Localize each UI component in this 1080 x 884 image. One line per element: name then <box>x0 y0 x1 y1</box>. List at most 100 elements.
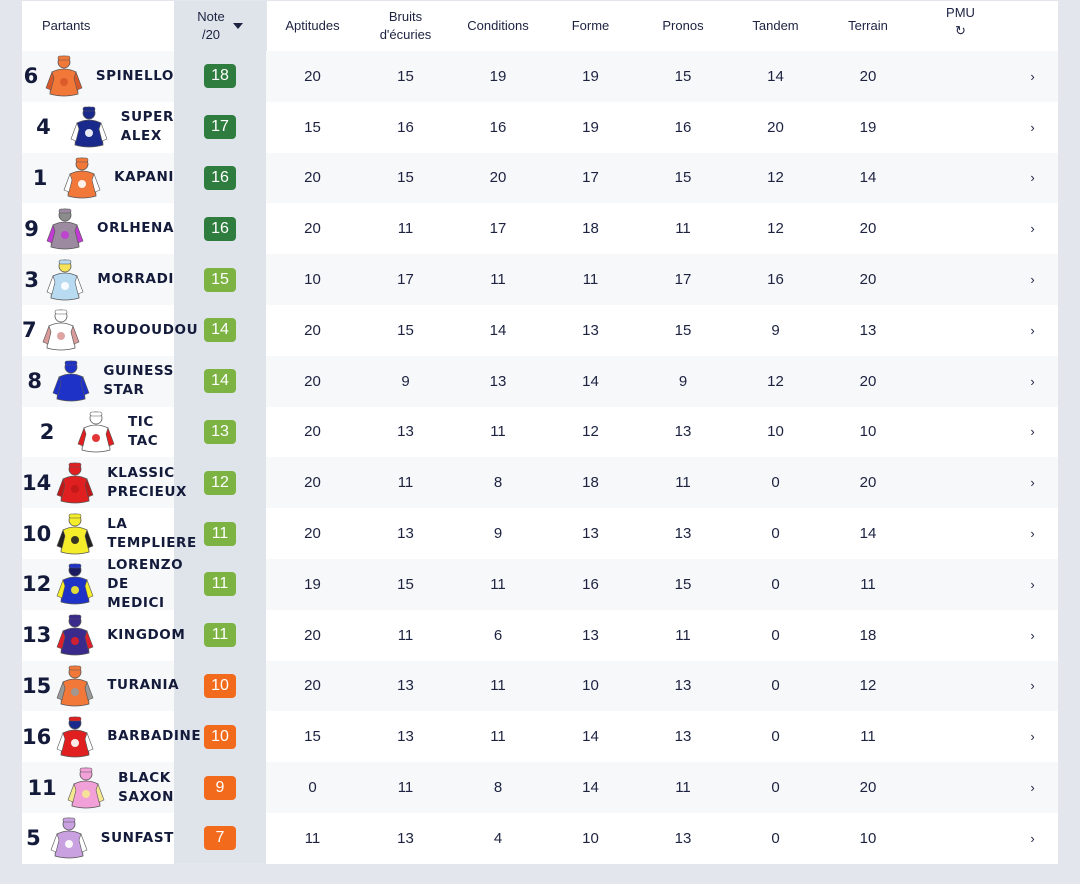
horse-name[interactable]: BARBADINE <box>107 728 202 745</box>
row-detail-arrow[interactable]: › <box>1007 508 1058 559</box>
horse-name[interactable]: LORENZO DE MEDICI <box>107 556 184 611</box>
table-row[interactable]: 4 SUPER ALEX 17 15 16 16 19 16 20 19 › <box>22 101 1058 153</box>
header-note-line2: /20 <box>201 27 221 42</box>
table-row[interactable]: 6 SPINELLO 18 20 15 19 19 15 14 20 › <box>22 51 1058 102</box>
row-detail-arrow[interactable]: › <box>1007 762 1058 813</box>
chevron-right-icon[interactable]: › <box>1030 119 1035 135</box>
header-pronos[interactable]: Pronos <box>662 18 704 33</box>
sort-desc-icon[interactable] <box>232 23 243 29</box>
chevron-right-icon[interactable]: › <box>1030 475 1035 491</box>
note-cell: 7 <box>174 813 266 864</box>
horse-name[interactable]: TURANIA <box>107 677 180 694</box>
row-detail-arrow[interactable]: › <box>1007 660 1058 712</box>
score-aptitudes: 20 <box>266 457 359 509</box>
score-forme: 18 <box>544 457 637 509</box>
horse-name[interactable]: KLASSIC PRECIEUX <box>107 464 188 500</box>
pmu-cell <box>914 457 1007 509</box>
horse-name[interactable]: TIC TAC <box>128 413 159 449</box>
horse-name[interactable]: SUPER ALEX <box>120 109 174 145</box>
table-row[interactable]: 3 MORRADI 15 10 17 11 11 17 16 20 › <box>22 254 1058 305</box>
note-badge: 11 <box>204 521 236 546</box>
horse-name[interactable]: KAPANI <box>114 169 174 186</box>
row-detail-arrow[interactable]: › <box>1007 203 1058 255</box>
table-row[interactable]: 15 TURANIA 10 20 13 11 10 13 0 12 › <box>22 660 1058 712</box>
table-row[interactable]: 8 GUINESS STAR 14 20 9 13 14 9 12 20 › <box>22 355 1058 407</box>
row-detail-arrow[interactable]: › <box>1007 355 1058 407</box>
horse-name[interactable]: ROUDOUDOU <box>92 321 199 338</box>
score-bruits: 17 <box>359 254 452 305</box>
row-detail-arrow[interactable]: › <box>1007 457 1058 509</box>
chevron-right-icon[interactable]: › <box>1030 68 1035 84</box>
horse-name[interactable]: MORRADI <box>97 271 174 288</box>
table-row[interactable]: 9 ORLHENA 16 20 11 17 18 11 12 20 › <box>22 203 1058 255</box>
row-detail-arrow[interactable]: › <box>1007 304 1058 356</box>
row-detail-arrow[interactable]: › <box>1007 51 1058 102</box>
horse-number: 9 <box>24 216 39 241</box>
row-detail-arrow[interactable]: › <box>1007 812 1058 864</box>
score-pronos: 11 <box>637 203 729 255</box>
chevron-right-icon[interactable]: › <box>1030 729 1035 745</box>
header-bruits-ecuries[interactable]: Bruits d'écuries <box>359 1 452 51</box>
jockey-silk-icon <box>62 156 102 200</box>
table-row[interactable]: 14 KLASSIC PRECIEUX 12 20 11 8 18 11 0 20 › <box>22 457 1058 509</box>
header-forme[interactable]: Forme <box>571 18 610 33</box>
score-bruits: 13 <box>359 660 452 712</box>
table-row[interactable]: 13 KINGDOM 11 20 11 6 13 11 0 18 › <box>22 609 1058 661</box>
chevron-right-icon[interactable]: › <box>1030 170 1035 186</box>
header-note-sort[interactable]: Note /20 <box>174 1 266 51</box>
score-conditions: 11 <box>452 711 544 763</box>
horse-name[interactable]: GUINESS STAR <box>103 363 174 399</box>
table-row[interactable]: 5 SUNFAST 7 11 13 4 10 13 0 10 › <box>22 812 1058 864</box>
refresh-icon[interactable]: ↻ <box>955 23 966 38</box>
chevron-right-icon[interactable]: › <box>1030 424 1035 440</box>
header-pmu[interactable]: PMU ↻ <box>914 1 1007 51</box>
score-forme: 13 <box>544 508 637 559</box>
chevron-right-icon[interactable]: › <box>1030 576 1035 592</box>
table-row[interactable]: 11 BLACK SAXON 9 0 11 8 14 11 0 20 › <box>22 762 1058 813</box>
table-row[interactable]: 1 KAPANI 16 20 15 20 17 15 12 14 › <box>22 152 1058 204</box>
row-detail-arrow[interactable]: › <box>1007 558 1058 610</box>
table-row[interactable]: 7 ROUDOUDOU 14 20 15 14 13 15 9 13 › <box>22 304 1058 356</box>
chevron-right-icon[interactable]: › <box>1030 627 1035 643</box>
header-tandem[interactable]: Tandem <box>752 18 799 33</box>
chevron-right-icon[interactable]: › <box>1030 678 1035 694</box>
horse-name[interactable]: BLACK SAXON <box>118 769 174 805</box>
chevron-right-icon[interactable]: › <box>1030 272 1035 288</box>
row-detail-arrow[interactable]: › <box>1007 152 1058 204</box>
header-terrain[interactable]: Terrain <box>848 18 888 33</box>
row-detail-arrow[interactable]: › <box>1007 711 1058 763</box>
horse-name[interactable]: SPINELLO <box>95 67 174 84</box>
row-detail-arrow[interactable]: › <box>1007 609 1058 661</box>
row-detail-arrow[interactable]: › <box>1007 406 1058 458</box>
chevron-right-icon[interactable]: › <box>1030 322 1035 338</box>
horse-name[interactable]: SUNFAST <box>100 829 174 846</box>
score-forme: 12 <box>544 406 637 458</box>
note-badge: 16 <box>204 216 236 241</box>
table-row[interactable]: 16 BARBADINE 10 15 13 11 14 13 0 11 › <box>22 711 1058 763</box>
partant-cell: 5 SUNFAST <box>22 812 174 864</box>
horse-name[interactable]: LA TEMPLIERE <box>107 515 197 551</box>
chevron-right-icon[interactable]: › <box>1030 221 1035 237</box>
chevron-right-icon[interactable]: › <box>1030 526 1035 542</box>
row-detail-arrow[interactable]: › <box>1007 101 1058 153</box>
pmu-cell <box>914 508 1007 559</box>
score-bruits: 11 <box>359 457 452 509</box>
pmu-cell <box>914 304 1007 356</box>
note-badge: 16 <box>204 165 236 190</box>
table-row[interactable]: 2 TIC TAC 13 20 13 11 12 13 10 10 › <box>22 406 1058 458</box>
horse-name[interactable]: KINGDOM <box>107 626 186 643</box>
chevron-right-icon[interactable]: › <box>1030 830 1035 846</box>
header-partants[interactable]: Partants <box>42 18 91 33</box>
table-row[interactable]: 10 LA TEMPLIERE 11 20 13 9 13 13 0 14 › <box>22 508 1058 559</box>
table-row[interactable]: 12 LORENZO DE MEDICI 11 19 15 11 16 15 0 11 › <box>22 556 1058 611</box>
chevron-right-icon[interactable]: › <box>1030 780 1035 796</box>
score-aptitudes: 20 <box>266 304 359 356</box>
header-conditions[interactable]: Conditions <box>467 18 529 33</box>
header-aptitudes[interactable]: Aptitudes <box>285 18 340 33</box>
row-detail-arrow[interactable]: › <box>1007 254 1058 305</box>
score-tandem: 0 <box>729 711 822 763</box>
chevron-right-icon[interactable]: › <box>1030 373 1035 389</box>
horse-name[interactable]: ORLHENA <box>97 220 174 237</box>
horse-number: 6 <box>23 64 39 89</box>
score-pronos: 9 <box>637 355 729 407</box>
